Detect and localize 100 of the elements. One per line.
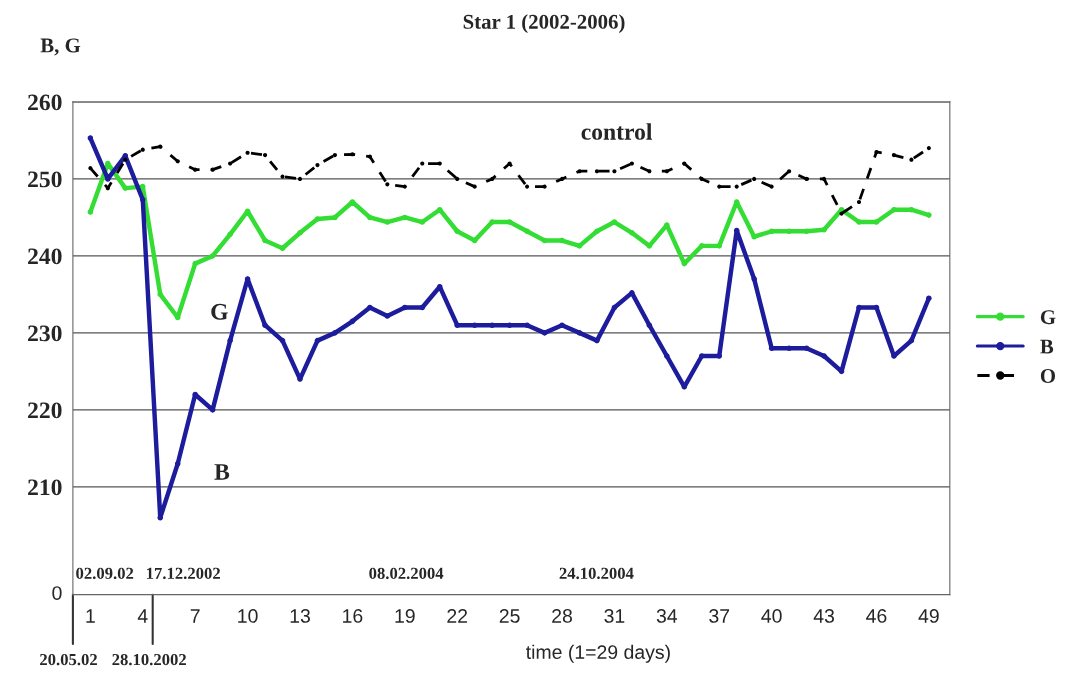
point: [839, 211, 844, 216]
point: [821, 226, 827, 233]
point: [489, 219, 495, 225]
point: [716, 243, 723, 249]
x-tick-label: 40: [761, 609, 782, 623]
point: [192, 260, 198, 267]
point: [227, 231, 233, 238]
point: [174, 461, 181, 467]
y-tick-label: 260: [28, 94, 62, 111]
point: [752, 176, 757, 181]
point: [140, 147, 145, 152]
point: [873, 219, 880, 225]
point: [786, 228, 792, 235]
point: [525, 184, 530, 189]
point: [926, 212, 932, 218]
x-tick-label: 25: [499, 609, 520, 623]
point: [594, 228, 600, 235]
x-tick-label: 43: [813, 609, 835, 623]
point: [698, 243, 705, 249]
x-tick-label: 19: [395, 609, 415, 623]
point: [559, 322, 565, 328]
point: [87, 209, 94, 215]
point: [367, 214, 373, 221]
point: [891, 206, 897, 213]
x-tick-label: 4: [137, 609, 148, 623]
point: [332, 214, 338, 221]
point: [821, 353, 827, 359]
point: [419, 304, 426, 311]
point: [716, 353, 723, 359]
point: [576, 243, 583, 249]
legend-label: B: [1040, 339, 1054, 354]
point: [909, 157, 914, 162]
point: [612, 169, 617, 174]
x-tick-label: 46: [866, 609, 887, 623]
annotation: 24.10.2004: [559, 567, 634, 580]
y-tick-label: 230: [28, 325, 62, 342]
x-tick-label: 7: [190, 609, 200, 623]
point: [489, 322, 495, 328]
point: [385, 182, 390, 187]
point: [349, 318, 356, 325]
point: [524, 228, 530, 235]
point: [384, 313, 391, 319]
point: [803, 228, 810, 235]
point: [158, 144, 163, 149]
point: [262, 322, 268, 328]
point: [88, 166, 93, 171]
point: [908, 206, 915, 213]
point: [419, 219, 426, 225]
point: [262, 237, 268, 244]
point: [175, 159, 180, 164]
point: [490, 176, 495, 181]
point: [228, 161, 233, 166]
point: [455, 176, 460, 181]
y-tick-label: 210: [28, 479, 62, 496]
point: [367, 304, 373, 311]
point: [926, 295, 932, 302]
point: [559, 237, 565, 244]
point: [664, 353, 670, 359]
point: [314, 337, 321, 344]
point: [454, 228, 460, 235]
y-tick-label: 220: [28, 402, 62, 419]
x-axis-title: time (1=29 days): [526, 644, 670, 663]
point: [279, 337, 286, 344]
point: [332, 152, 338, 158]
point: [105, 186, 110, 191]
point: [734, 184, 739, 189]
annotation: B: [214, 464, 230, 480]
x-tick-label: 34: [656, 609, 678, 623]
annotation: control: [581, 123, 653, 140]
point: [262, 152, 268, 158]
x-tick-label: 22: [447, 609, 468, 623]
point: [664, 169, 669, 174]
point: [157, 291, 164, 298]
point: [350, 152, 355, 157]
point: [506, 219, 513, 225]
y-tick-label: 250: [28, 171, 62, 188]
point: [402, 214, 408, 221]
point: [437, 161, 442, 166]
point: [647, 169, 652, 174]
point: [699, 176, 704, 181]
point: [315, 162, 320, 168]
point: [209, 253, 216, 259]
annotation: 17.12.2002: [147, 567, 220, 580]
x-tick-label: 10: [238, 609, 258, 623]
x-tick-label: 49: [918, 609, 939, 623]
text: 0: [52, 586, 62, 600]
x-tick-label: 28: [552, 609, 572, 623]
point: [717, 184, 722, 189]
point: [297, 176, 303, 181]
point: [577, 169, 582, 174]
chart-title: Star 1 (2002-2006): [463, 14, 625, 34]
point: [646, 322, 653, 328]
point: [629, 161, 634, 166]
point: [279, 245, 286, 251]
point: [332, 330, 338, 336]
point: [541, 330, 548, 336]
point: [297, 230, 303, 236]
annotation: 02.09.02: [76, 567, 134, 580]
point: [454, 322, 460, 328]
point: [768, 228, 775, 235]
